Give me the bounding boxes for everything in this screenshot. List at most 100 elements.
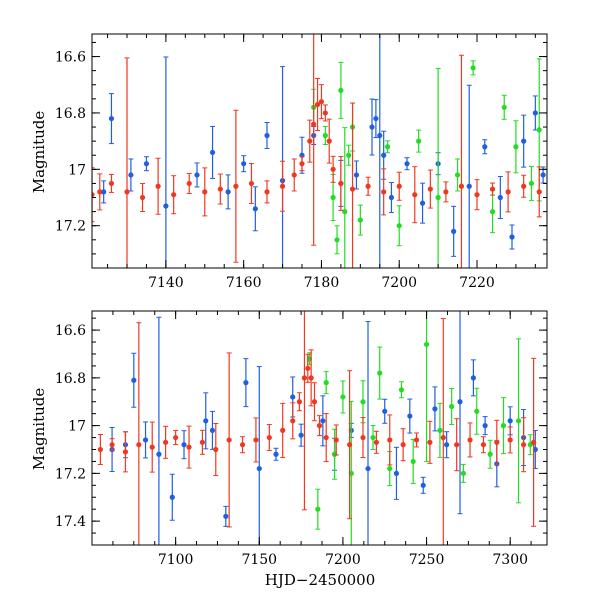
bottom-red-point xyxy=(467,437,473,443)
top-red-point xyxy=(97,189,103,195)
bottom-red-point xyxy=(239,442,246,448)
bottom-blue-point xyxy=(298,432,304,438)
bottom-red-point xyxy=(163,439,169,445)
bottom-blue-point xyxy=(444,442,450,448)
top-red-point xyxy=(171,192,177,198)
bottom-red-point xyxy=(109,442,115,448)
top-series-red xyxy=(92,34,542,268)
top-blue-point xyxy=(521,138,527,144)
bottom-green-point xyxy=(449,403,455,410)
top-y-tick-label: 16.8 xyxy=(55,106,86,122)
bottom-red-point xyxy=(494,439,500,445)
top-x-tick-label: 7220 xyxy=(459,275,495,291)
top-green-point xyxy=(513,144,519,150)
bottom-red-point xyxy=(136,442,142,448)
bottom-blue-point xyxy=(393,470,400,476)
top-blue-point xyxy=(241,161,247,167)
bottom-red-point xyxy=(360,434,366,441)
top-red-point xyxy=(396,183,402,189)
bottom-green-point xyxy=(340,394,346,400)
bottom-y-tick-label: 17.2 xyxy=(55,466,86,482)
bottom-blue-point xyxy=(156,451,162,457)
bottom-green-point xyxy=(315,506,321,512)
top-red-point xyxy=(264,189,270,195)
bottom-green-point xyxy=(487,451,493,457)
top-red-point xyxy=(381,189,387,195)
bottom-blue-point xyxy=(203,418,209,424)
bottom-red-point xyxy=(413,437,420,443)
bottom-red-point xyxy=(440,434,446,441)
bottom-y-tick-label: 17 xyxy=(68,419,86,435)
top-green-point xyxy=(342,209,348,215)
bottom-green-point xyxy=(387,465,393,472)
bottom-red-point xyxy=(199,439,206,445)
top-blue-point xyxy=(143,161,150,167)
bottom-red-point xyxy=(480,442,487,448)
top-red-point xyxy=(314,101,321,108)
bottom-blue-point xyxy=(320,418,326,424)
bottom-red-point xyxy=(347,442,353,448)
bottom-red-point xyxy=(305,365,311,371)
top-green-point xyxy=(330,194,336,201)
bottom-blue-point xyxy=(290,394,296,400)
x-axis-label: HJD−2450000 xyxy=(265,571,376,589)
bottom-red-point xyxy=(308,375,314,381)
bottom-series-red xyxy=(97,311,537,545)
bottom-green-point xyxy=(377,370,383,376)
top-red-point xyxy=(427,186,433,192)
bottom-red-point xyxy=(454,442,460,448)
bottom-x-tick-label: 7100 xyxy=(158,552,194,568)
bottom-x-tick-label: 7300 xyxy=(492,552,528,568)
bottom-red-point xyxy=(520,442,527,448)
top-blue-point xyxy=(369,124,375,130)
bottom-green-point xyxy=(370,434,376,441)
top-red-point xyxy=(536,189,542,195)
top-red-point xyxy=(217,186,223,192)
top-blue-point xyxy=(497,194,503,201)
top-green-point xyxy=(435,194,441,201)
top-red-point xyxy=(521,183,527,189)
top-green-point xyxy=(501,104,507,110)
bottom-red-point xyxy=(173,434,179,441)
top-blue-point xyxy=(108,115,115,122)
bottom-red-point xyxy=(122,449,129,455)
top-red-point xyxy=(412,192,418,198)
bottom-green-point xyxy=(515,418,522,424)
top-red-point xyxy=(330,166,336,172)
top-y-axis-label: Magnitude xyxy=(30,111,48,194)
top-blue-point xyxy=(209,149,216,156)
top-red-point xyxy=(139,194,146,201)
bottom-blue-point xyxy=(482,423,488,429)
top-red-point xyxy=(279,183,286,189)
top-blue-point xyxy=(381,152,387,158)
bottom-blue-point xyxy=(382,408,388,414)
bottom-x-tick-label: 7200 xyxy=(325,552,361,568)
top-red-point xyxy=(318,99,325,105)
bottom-blue-point xyxy=(407,413,413,419)
top-red-point xyxy=(233,183,239,189)
top-blue-point xyxy=(451,228,457,234)
bottom-y-axis-label: Magnitude xyxy=(30,388,48,471)
bottom-x-tick-label: 7250 xyxy=(409,552,445,568)
top-y-tick-label: 17.2 xyxy=(55,219,86,235)
bottom-blue-point xyxy=(507,418,513,424)
bottom-blue-point xyxy=(365,465,371,472)
top-green-point xyxy=(346,152,352,158)
bottom-green-point xyxy=(460,470,466,476)
bottom-y-tick-label: 17.4 xyxy=(55,514,86,530)
top-blue-point xyxy=(377,132,383,139)
top-blue-point xyxy=(509,234,515,240)
bottom-blue-point xyxy=(256,465,262,472)
top-blue-point xyxy=(353,172,360,178)
bottom-red-point xyxy=(213,446,219,453)
bottom-green-point xyxy=(323,380,329,386)
top-red-point xyxy=(365,183,371,189)
top-red-point xyxy=(489,186,496,192)
top-red-point xyxy=(311,121,317,127)
bottom-red-point xyxy=(280,427,286,433)
bottom-red-point xyxy=(387,437,393,443)
bottom-red-point xyxy=(427,439,433,445)
top-red-point xyxy=(299,161,305,167)
